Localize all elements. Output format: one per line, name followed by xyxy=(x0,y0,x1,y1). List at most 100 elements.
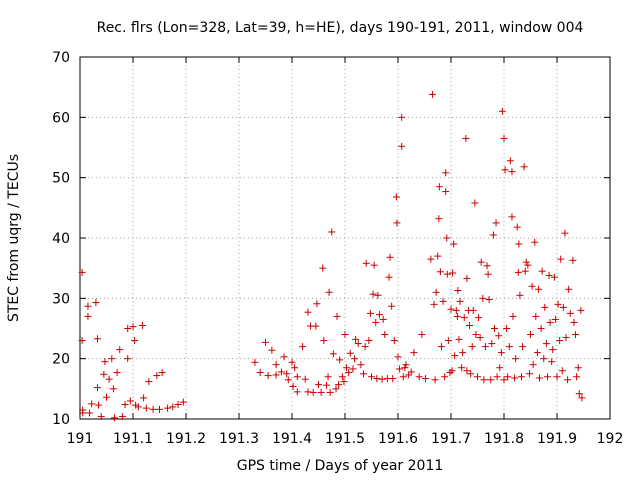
data-point xyxy=(332,385,340,393)
data-point xyxy=(121,401,129,409)
data-point xyxy=(280,353,288,361)
data-point xyxy=(542,340,550,348)
data-point xyxy=(392,193,400,201)
data-point xyxy=(272,361,280,369)
data-point xyxy=(558,367,566,375)
data-point xyxy=(131,337,139,345)
data-point xyxy=(487,376,495,384)
data-point xyxy=(325,288,333,296)
data-point xyxy=(418,331,426,339)
data-point xyxy=(340,378,348,386)
data-point xyxy=(101,358,109,366)
data-point xyxy=(346,349,354,357)
data-point xyxy=(536,374,544,382)
data-point xyxy=(251,358,259,366)
data-point xyxy=(577,306,585,314)
data-point xyxy=(179,398,187,406)
data-point xyxy=(390,337,398,345)
data-point xyxy=(489,231,497,239)
data-point xyxy=(357,361,365,369)
data-point xyxy=(134,403,142,411)
data-point xyxy=(435,215,443,223)
data-point xyxy=(554,300,562,308)
data-points xyxy=(78,90,586,422)
data-point xyxy=(466,321,474,329)
data-point xyxy=(434,252,442,260)
data-point xyxy=(443,234,451,242)
data-point xyxy=(533,349,541,357)
data-point xyxy=(163,404,171,412)
data-point xyxy=(299,343,307,351)
data-point xyxy=(124,355,132,363)
data-point xyxy=(500,376,508,384)
chart-title: Rec. flrs (Lon=328, Lat=39, h=HE), days … xyxy=(97,20,584,36)
x-tick-label: 191.2 xyxy=(166,431,206,447)
data-point xyxy=(362,259,370,267)
data-point xyxy=(525,370,533,378)
data-point xyxy=(124,325,132,332)
data-point xyxy=(84,302,92,310)
data-point xyxy=(329,350,337,358)
data-point xyxy=(78,268,86,276)
data-point xyxy=(460,314,468,322)
data-point xyxy=(505,343,513,351)
data-point xyxy=(174,401,182,409)
data-point xyxy=(372,318,380,326)
data-point xyxy=(452,306,460,314)
data-point xyxy=(116,346,124,354)
data-point xyxy=(435,183,443,191)
data-point xyxy=(341,331,349,339)
data-point xyxy=(437,343,445,351)
data-point xyxy=(399,373,407,381)
data-point xyxy=(142,404,150,412)
y-tick-label: 60 xyxy=(52,110,70,126)
data-point xyxy=(289,382,297,390)
data-point xyxy=(283,370,291,378)
data-point xyxy=(549,346,557,354)
data-point xyxy=(548,358,556,366)
data-point xyxy=(449,269,457,277)
data-point xyxy=(512,355,520,363)
data-point xyxy=(541,303,549,311)
data-point xyxy=(578,394,586,402)
data-point xyxy=(149,405,157,413)
data-point xyxy=(456,297,464,305)
data-point xyxy=(477,258,485,266)
data-point xyxy=(496,364,504,372)
data-point xyxy=(467,370,475,378)
data-point xyxy=(529,361,537,369)
data-point xyxy=(468,343,476,351)
data-point xyxy=(493,373,501,381)
data-point xyxy=(320,337,328,345)
data-point xyxy=(451,352,459,360)
data-point xyxy=(481,343,489,351)
data-point xyxy=(532,312,540,320)
x-tick-label: 191.9 xyxy=(537,431,577,447)
x-tick-label: 191.1 xyxy=(113,431,153,447)
data-point xyxy=(439,297,447,305)
data-point xyxy=(519,343,527,351)
data-point xyxy=(462,134,470,142)
data-point xyxy=(95,401,103,409)
data-point xyxy=(503,325,511,332)
data-point xyxy=(385,273,393,281)
data-point xyxy=(565,285,573,293)
data-point xyxy=(309,388,317,396)
data-point xyxy=(516,291,524,299)
data-point xyxy=(381,331,389,339)
x-tick-label: 191.6 xyxy=(378,431,418,447)
data-point xyxy=(126,397,134,405)
data-point xyxy=(454,286,462,294)
data-point xyxy=(129,323,137,331)
data-point xyxy=(520,163,528,171)
data-point xyxy=(365,337,373,345)
data-point xyxy=(84,312,92,320)
data-point xyxy=(139,321,147,329)
data-point xyxy=(317,388,325,396)
data-point xyxy=(444,337,452,345)
data-point xyxy=(484,270,492,278)
data-point xyxy=(521,267,529,275)
data-point xyxy=(422,375,430,383)
data-point xyxy=(450,240,458,248)
data-point xyxy=(546,318,554,326)
